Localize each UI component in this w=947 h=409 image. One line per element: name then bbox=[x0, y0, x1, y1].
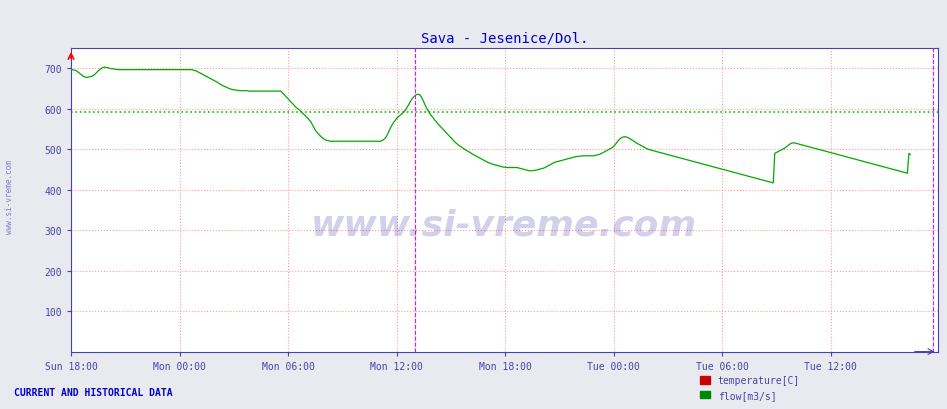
Legend: temperature[C], flow[m3/s]: temperature[C], flow[m3/s] bbox=[701, 375, 800, 400]
Text: www.si-vreme.com: www.si-vreme.com bbox=[312, 208, 697, 242]
Text: CURRENT AND HISTORICAL DATA: CURRENT AND HISTORICAL DATA bbox=[14, 387, 173, 397]
Text: www.si-vreme.com: www.si-vreme.com bbox=[5, 160, 14, 233]
Title: Sava - Jesenice/Dol.: Sava - Jesenice/Dol. bbox=[420, 31, 588, 45]
